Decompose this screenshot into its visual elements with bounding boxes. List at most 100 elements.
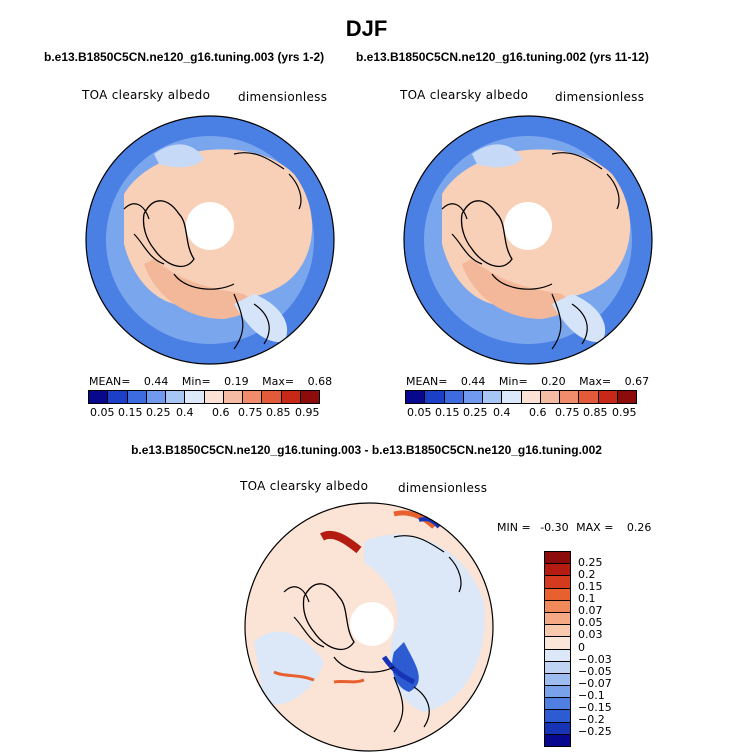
right-colorbar-swatch xyxy=(502,391,522,403)
diff-tick-label: 0.1 xyxy=(578,592,596,605)
diff-colorbar-swatch xyxy=(545,564,570,577)
right-tick-label: 0.05 xyxy=(407,406,432,419)
diff-title: b.e13.B1850C5CN.ne120_g16.tuning.003 - b… xyxy=(131,443,602,457)
diff-colorbar-swatch xyxy=(545,722,570,735)
diff-max-label: MAX = xyxy=(576,521,614,534)
right-colorbar-swatch xyxy=(444,391,464,403)
right-min-value: 0.20 xyxy=(541,375,566,388)
left-coastline-siberia xyxy=(233,152,302,210)
right-coastline-america xyxy=(441,203,553,290)
right-map-border xyxy=(403,115,653,365)
left-mean-label: MEAN= xyxy=(89,375,131,388)
right-mean-label: MEAN= xyxy=(406,375,448,388)
diff-polar-gap xyxy=(350,602,394,646)
right-tick-label: 0.4 xyxy=(493,406,511,419)
right-colorbar-swatch xyxy=(483,391,503,403)
right-tick-label: 0.85 xyxy=(583,406,608,419)
right-colorbar-swatch xyxy=(463,391,483,403)
right-colorbar-swatch xyxy=(617,391,636,403)
left-albedo-land-region xyxy=(144,259,253,319)
right-colorbar-swatch xyxy=(540,391,560,403)
right-tick-label: 0.15 xyxy=(435,406,460,419)
left-mean-value: 0.44 xyxy=(143,375,169,388)
left-max-value: 0.68 xyxy=(307,375,333,388)
page-title: DJF xyxy=(345,16,388,41)
diff-coastline-america xyxy=(283,586,395,673)
diff-tick-label: −0.25 xyxy=(578,725,612,738)
diff-negative-band-top xyxy=(418,517,441,529)
diff-colorbar-swatch xyxy=(545,673,570,687)
diff-west-negative xyxy=(254,631,324,705)
diff-polar-map xyxy=(244,502,494,752)
right-tick-label: 0.6 xyxy=(529,406,547,419)
right-tick-label: 0.95 xyxy=(612,406,637,419)
left-polar-map xyxy=(85,115,335,365)
left-map-border xyxy=(85,115,335,365)
right-colorbar-swatch xyxy=(521,391,541,403)
diff-max-value: 0.26 xyxy=(626,521,652,534)
left-coastline-europe xyxy=(233,293,270,350)
diff-colorbar-swatch xyxy=(545,686,570,699)
right-colorbar-swatch xyxy=(579,391,599,403)
right-tick-label: 0.25 xyxy=(463,406,488,419)
right-polar-gap xyxy=(504,202,552,250)
left-coastline-america xyxy=(123,203,235,290)
diff-min-value: -0.30 xyxy=(540,521,569,534)
right-variable-label: TOA clearsky albedo xyxy=(400,88,529,102)
diff-positive-streak xyxy=(273,670,365,684)
left-pacific-patch xyxy=(154,144,204,168)
right-colorbar-labels: 0.05 0.15 0.25 0.4 0.6 0.75 0.85 0.95 xyxy=(405,406,637,420)
right-coastline-greenland xyxy=(460,200,513,268)
right-colorbar-swatch xyxy=(560,391,580,403)
left-colorbar-swatch xyxy=(204,391,224,403)
diff-colorbar-swatch xyxy=(545,710,570,723)
left-tick-label: 0.05 xyxy=(90,406,115,419)
diff-tick-label: −0.07 xyxy=(578,677,612,690)
right-colorbar xyxy=(405,390,637,404)
right-min-label: Min= xyxy=(498,375,528,388)
diff-tick-label: 0.03 xyxy=(578,628,603,641)
diff-tick-label: 0.15 xyxy=(578,580,603,593)
left-case-title: b.e13.B1850C5CN.ne120_g16.tuning.003 (yr… xyxy=(44,50,325,64)
diff-tick-label: 0.2 xyxy=(578,568,596,581)
right-units-label: dimensionless xyxy=(555,90,645,104)
left-tick-label: 0.15 xyxy=(118,406,143,419)
left-tick-label: 0.85 xyxy=(266,406,291,419)
right-max-label: Max= xyxy=(579,375,612,388)
diff-colorbar-swatch xyxy=(545,600,570,613)
left-colorbar-swatch xyxy=(127,391,147,403)
diff-tick-label: −0.05 xyxy=(578,665,612,678)
left-min-label: Min= xyxy=(181,375,211,388)
diff-colorbar-swatch xyxy=(545,576,570,589)
left-tick-label: 0.6 xyxy=(212,406,230,419)
diff-tick-label: 0 xyxy=(578,641,585,654)
diff-colorbar-labels: 0.25 0.2 0.15 0.1 0.07 0.05 0.03 0 −0.03… xyxy=(578,556,638,746)
left-colorbar-swatch xyxy=(89,391,109,403)
diff-strong-positive xyxy=(319,530,362,554)
diff-strong-negative-band xyxy=(381,655,416,685)
right-europe-region xyxy=(552,294,606,343)
diff-colorbar-swatch xyxy=(545,637,570,650)
right-coastline-europe xyxy=(551,293,588,350)
right-polar-map xyxy=(403,115,653,365)
left-europe-region xyxy=(234,294,288,343)
diff-units-label: dimensionless xyxy=(398,481,488,495)
left-colorbar-swatch xyxy=(185,391,205,403)
left-colorbar-swatch xyxy=(166,391,186,403)
right-albedo-land-region xyxy=(462,259,571,319)
diff-coastline-europe xyxy=(393,676,430,733)
left-min-value: 0.19 xyxy=(224,375,249,388)
right-pacific-patch xyxy=(472,144,522,168)
right-tick-label: 0.75 xyxy=(555,406,580,419)
diff-tick-label: −0.03 xyxy=(578,653,612,666)
left-colorbar xyxy=(88,390,320,404)
diff-tick-label: −0.2 xyxy=(578,713,605,726)
left-colorbar-labels: 0.05 0.15 0.25 0.4 0.6 0.75 0.85 0.95 xyxy=(88,406,320,420)
diff-variable-label: TOA clearsky albedo xyxy=(240,479,369,493)
right-max-value: 0.67 xyxy=(624,375,650,388)
left-variable-label: TOA clearsky albedo xyxy=(82,88,211,102)
left-coastline-greenland xyxy=(142,200,195,268)
left-tick-label: 0.75 xyxy=(238,406,263,419)
right-case-title: b.e13.B1850C5CN.ne120_g16.tuning.002 (yr… xyxy=(356,50,649,64)
left-tick-label: 0.4 xyxy=(176,406,194,419)
